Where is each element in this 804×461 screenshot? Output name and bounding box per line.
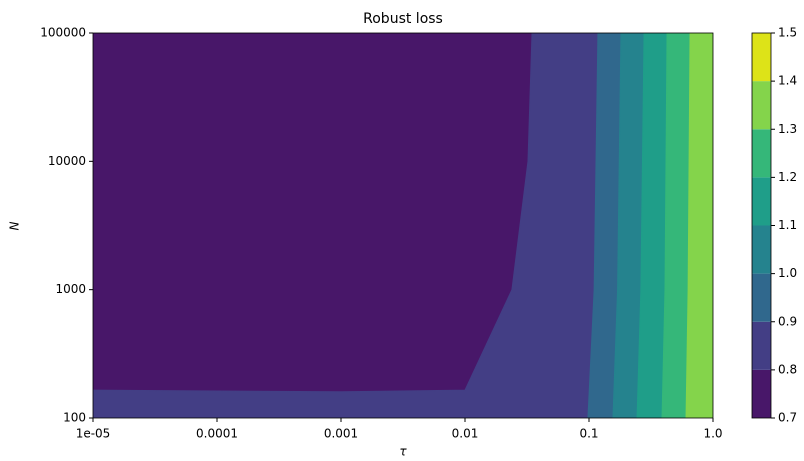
colorbar-tick-label: 1.4 (778, 74, 797, 88)
plot-frame (92, 32, 714, 419)
colorbar-segment (752, 81, 771, 130)
colorbar-tick-label: 0.7 (778, 411, 797, 425)
colorbar-segment (752, 177, 771, 226)
colorbar-tick-label: 0.9 (778, 314, 797, 328)
colorbar-tick-label: 1.0 (778, 266, 797, 280)
contour-boundary (685, 32, 691, 419)
x-tick-label: 0.01 (452, 427, 479, 441)
colorbar-tick-label: 1.2 (778, 170, 797, 184)
x-tick-label: 1e-05 (76, 427, 111, 441)
chart-title: Robust loss (363, 11, 443, 27)
contour-boundary (92, 32, 533, 393)
contour-region (686, 33, 713, 418)
colorbar-tick-label: 1.3 (778, 122, 797, 136)
contour-boundary (612, 32, 622, 419)
colorbar-segment (752, 129, 771, 178)
y-tick-label: 10000 (48, 154, 86, 168)
y-tick-label: 1000 (55, 282, 86, 296)
x-axis-label: τ (399, 445, 407, 458)
contour-boundary (661, 32, 668, 419)
colorbar-segment (752, 369, 771, 418)
contour-boundary (587, 32, 599, 419)
colorbar-tick-label: 1.1 (778, 218, 797, 232)
colorbar-segment (752, 33, 771, 82)
colorbar-tick-label: 0.8 (778, 362, 797, 376)
colorbar-tick-label: 1.5 (778, 26, 797, 40)
colorbar-segment (752, 273, 771, 322)
y-axis-label: N (8, 221, 22, 230)
x-tick-label: 1.0 (703, 427, 722, 441)
colorbar-segment (752, 225, 771, 274)
x-tick-label: 0.001 (324, 427, 358, 441)
x-tick-label: 0.1 (579, 427, 598, 441)
contour-region (93, 33, 713, 418)
y-tick-label: 100000 (40, 26, 86, 40)
y-tick-label: 100 (63, 411, 86, 425)
colorbar-segment (752, 321, 771, 370)
contour-boundary (636, 32, 645, 419)
x-tick-label: 0.0001 (196, 427, 238, 441)
